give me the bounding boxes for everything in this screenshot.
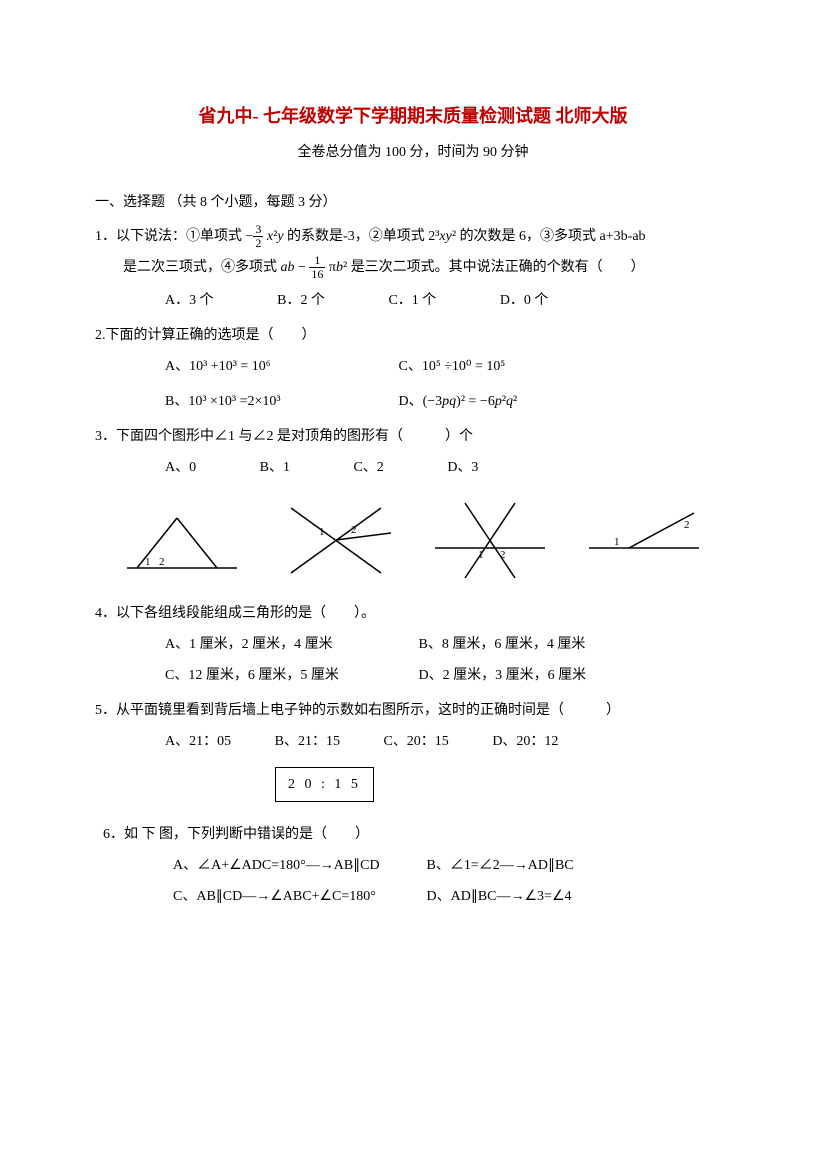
- q5-opt-c: C、20：15: [383, 729, 448, 754]
- angle-diagram-1: 1 2: [117, 493, 247, 583]
- svg-text:1: 1: [478, 549, 484, 561]
- q6-text: 6．如 下 图，下列判断中错误的是（ ）: [103, 822, 731, 847]
- q5-opt-b: B、21：15: [275, 729, 340, 754]
- q3-opt-a: A、0: [165, 455, 196, 480]
- angle-diagram-2: 1 2: [271, 493, 401, 583]
- subtitle: 全卷总分值为 100 分，时间为 90 分钟: [95, 140, 731, 165]
- q1-line1: 1．以下说法：①单项式 −32 x²y 的系数是-3，②单项式 2³xy² 的次…: [95, 223, 731, 250]
- q5-options: A、21：05 B、21：15 C、20：15 D、20：12: [95, 729, 731, 754]
- q2-opt-b: B、10³ ×10³ =2×10³: [165, 389, 395, 414]
- q2-row1: A、10³ +10³ = 10⁶ C、10⁵ ÷10⁰ = 10⁵: [95, 354, 731, 379]
- svg-text:1: 1: [145, 556, 151, 568]
- q3-text: 3．下面四个图形中∠1 与∠2 是对顶角的图形有（ ）个: [95, 424, 731, 449]
- question-2: 2.下面的计算正确的选项是（ ） A、10³ +10³ = 10⁶ C、10⁵ …: [95, 323, 731, 415]
- svg-text:2: 2: [500, 549, 506, 561]
- q1-opt-a: A．3 个: [165, 288, 214, 313]
- q4-options: A、1 厘米，2 厘米，4 厘米 B、8 厘米，6 厘米，4 厘米 C、12 厘…: [95, 632, 731, 688]
- question-5: 5．从平面镜里看到背后墙上电子钟的示数如右图所示，这时的正确时间是（ ） A、2…: [95, 698, 731, 812]
- q3-options: A、0 B、1 C、2 D、3: [95, 455, 731, 480]
- fraction-icon: 32: [253, 223, 263, 250]
- section-1-heading: 一、选择题 （共 8 个小题，每题 3 分）: [95, 190, 731, 215]
- q6-options: A、∠A+∠ADC=180°—→AB∥CD B、∠1=∠2—→AD∥BC C、A…: [103, 853, 731, 909]
- q6-opt-b: B、∠1=∠2—→AD∥BC: [427, 853, 677, 878]
- q4-opt-c: C、12 厘米，6 厘米，5 厘米: [165, 663, 415, 688]
- q4-opt-b: B、8 厘米，6 厘米，4 厘米: [419, 632, 669, 657]
- page-title: 省九中- 七年级数学下学期期末质量检测试题 北师大版: [95, 100, 731, 132]
- q3-diagrams: 1 2 1 2 1 2 1 2: [95, 493, 731, 583]
- q6-opt-d: D、AD∥BC—→∠3=∠4: [427, 884, 677, 909]
- angle-diagram-4: 1 2: [579, 493, 709, 583]
- q4-opt-a: A、1 厘米，2 厘米，4 厘米: [165, 632, 415, 657]
- q4-opt-d: D、2 厘米，3 厘米，6 厘米: [419, 663, 669, 688]
- question-3: 3．下面四个图形中∠1 与∠2 是对顶角的图形有（ ）个 A、0 B、1 C、2…: [95, 424, 731, 582]
- question-6: 6．如 下 图，下列判断中错误的是（ ） A、∠A+∠ADC=180°—→AB∥…: [95, 822, 731, 910]
- svg-text:2: 2: [351, 524, 357, 536]
- q1-line2: 是二次三项式，④多项式 ab − 116 πb² 是三次二项式。其中说法正确的个…: [95, 254, 731, 281]
- q6-opt-a: A、∠A+∠ADC=180°—→AB∥CD: [173, 853, 423, 878]
- svg-text:2: 2: [159, 556, 165, 568]
- q1-options: A．3 个 B．2 个 C．1 个 D．0 个: [95, 288, 731, 313]
- q2-opt-c: C、10⁵ ÷10⁰ = 10⁵: [399, 354, 629, 379]
- mirror-clock: 2 0 : 1 5: [275, 767, 374, 802]
- q1-opt-d: D．0 个: [500, 288, 549, 313]
- question-4: 4．以下各组线段能组成三角形的是（ ）。 A、1 厘米，2 厘米，4 厘米 B、…: [95, 601, 731, 689]
- q5-text: 5．从平面镜里看到背后墙上电子钟的示数如右图所示，这时的正确时间是（ ）: [95, 698, 731, 723]
- angle-diagram-3: 1 2: [425, 493, 555, 583]
- svg-text:2: 2: [684, 519, 690, 531]
- q2-opt-d: D、(−3pq)² = −6p²q²: [399, 389, 629, 414]
- title-text: 省九中- 七年级数学下学期期末质量检测试题 北师大版: [199, 106, 628, 126]
- q6-opt-c: C、AB∥CD—→∠ABC+∠C=180°: [173, 884, 423, 909]
- q3-opt-b: B、1: [260, 455, 290, 480]
- q3-opt-d: D、3: [447, 455, 478, 480]
- q2-opt-a: A、10³ +10³ = 10⁶: [165, 354, 395, 379]
- svg-text:1: 1: [614, 536, 620, 548]
- q1-opt-b: B．2 个: [277, 288, 325, 313]
- q3-opt-c: C、2: [353, 455, 383, 480]
- question-1: 1．以下说法：①单项式 −32 x²y 的系数是-3，②单项式 2³xy² 的次…: [95, 223, 731, 313]
- q1-opt-c: C．1 个: [388, 288, 436, 313]
- q4-text: 4．以下各组线段能组成三角形的是（ ）。: [95, 601, 731, 626]
- fraction-icon: 116: [309, 254, 325, 281]
- q2-text: 2.下面的计算正确的选项是（ ）: [95, 323, 731, 348]
- q5-opt-d: D、20：12: [492, 729, 558, 754]
- q2-row2: B、10³ ×10³ =2×10³ D、(−3pq)² = −6p²q²: [95, 389, 731, 414]
- q5-opt-a: A、21：05: [165, 729, 231, 754]
- svg-text:1: 1: [319, 526, 325, 538]
